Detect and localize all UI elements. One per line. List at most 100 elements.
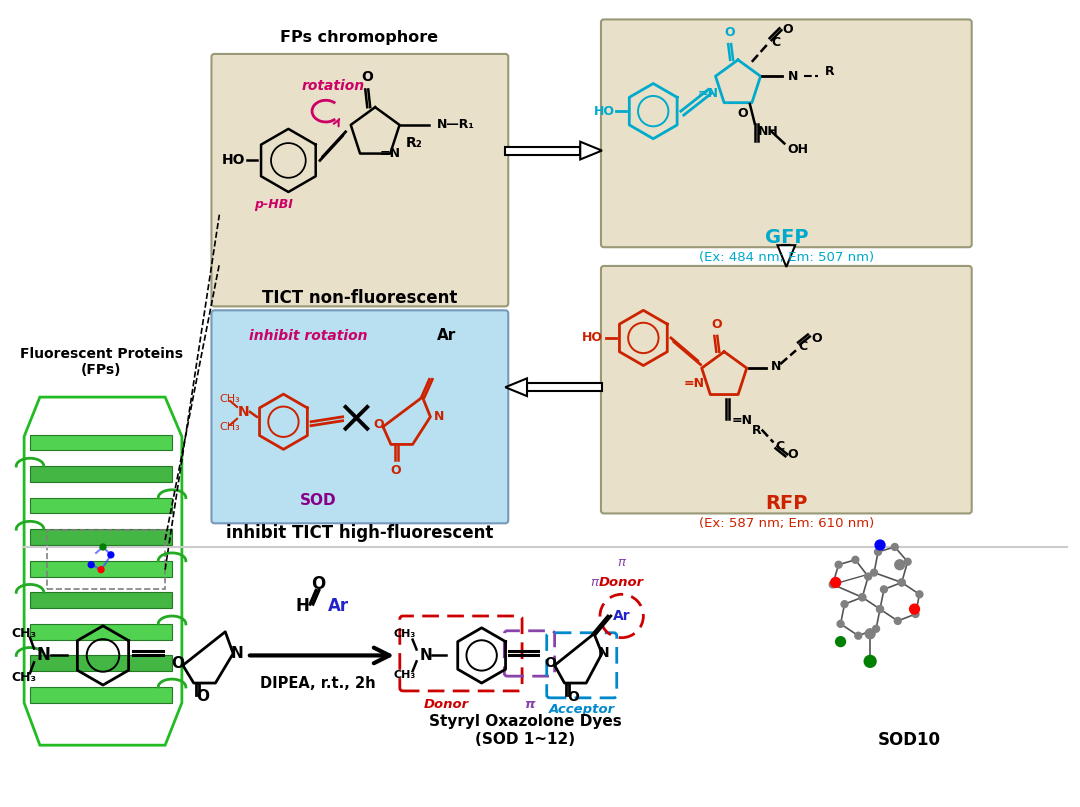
FancyBboxPatch shape xyxy=(600,19,972,247)
Text: π: π xyxy=(618,556,625,569)
Circle shape xyxy=(864,655,876,667)
Text: HO: HO xyxy=(593,105,615,118)
Text: R: R xyxy=(825,65,834,77)
Circle shape xyxy=(831,578,840,587)
Circle shape xyxy=(98,567,104,573)
Text: Acceptor: Acceptor xyxy=(549,703,616,716)
Text: CH₃: CH₃ xyxy=(220,422,241,432)
Bar xyxy=(46,530,165,589)
Polygon shape xyxy=(30,624,172,640)
Circle shape xyxy=(891,544,899,550)
Text: CH₃: CH₃ xyxy=(12,671,37,684)
Text: CH₃: CH₃ xyxy=(220,394,241,404)
Circle shape xyxy=(904,558,912,565)
Text: HO: HO xyxy=(582,332,603,345)
Circle shape xyxy=(836,637,846,646)
Polygon shape xyxy=(505,378,527,396)
Text: O: O xyxy=(362,69,374,83)
Text: (Ex: 484 nm; Em: 507 nm): (Ex: 484 nm; Em: 507 nm) xyxy=(699,250,874,264)
Text: H: H xyxy=(295,597,309,615)
Circle shape xyxy=(895,560,905,570)
Polygon shape xyxy=(30,434,172,450)
Circle shape xyxy=(877,605,883,613)
Polygon shape xyxy=(30,592,172,608)
Text: Ar: Ar xyxy=(436,328,456,344)
Text: Ar: Ar xyxy=(612,609,631,623)
Text: Ar: Ar xyxy=(328,597,349,615)
Text: O: O xyxy=(172,656,185,671)
Circle shape xyxy=(865,573,872,580)
Circle shape xyxy=(880,586,888,593)
Text: GFP: GFP xyxy=(765,228,808,247)
Text: R: R xyxy=(752,424,761,437)
Text: C: C xyxy=(775,440,784,453)
FancyBboxPatch shape xyxy=(212,54,509,307)
Polygon shape xyxy=(30,498,172,513)
FancyBboxPatch shape xyxy=(212,311,509,523)
Circle shape xyxy=(835,562,842,568)
Circle shape xyxy=(855,632,862,639)
Circle shape xyxy=(841,600,848,608)
Circle shape xyxy=(873,625,879,632)
Text: inhibit TICT high-fluorescent: inhibit TICT high-fluorescent xyxy=(226,525,494,542)
Circle shape xyxy=(894,617,901,625)
Text: N: N xyxy=(239,405,249,419)
Text: O: O xyxy=(782,23,793,36)
Text: CH₃: CH₃ xyxy=(393,670,416,680)
Text: O: O xyxy=(812,332,823,345)
Circle shape xyxy=(916,591,923,598)
Bar xyxy=(527,383,602,391)
Circle shape xyxy=(870,569,878,576)
Polygon shape xyxy=(30,529,172,545)
Circle shape xyxy=(829,581,836,587)
Circle shape xyxy=(859,594,866,600)
Text: OH: OH xyxy=(787,143,808,156)
Text: FPs chromophore: FPs chromophore xyxy=(281,30,438,44)
Text: DIPEA, r.t., 2h: DIPEA, r.t., 2h xyxy=(260,675,376,691)
Text: O: O xyxy=(391,464,401,477)
Text: CH₃: CH₃ xyxy=(12,627,37,640)
Circle shape xyxy=(875,540,885,550)
Polygon shape xyxy=(778,245,795,267)
Bar xyxy=(505,147,580,154)
Circle shape xyxy=(899,579,905,586)
Text: =N: =N xyxy=(380,147,401,160)
Text: SOD: SOD xyxy=(299,493,336,508)
Bar xyxy=(782,245,791,247)
Circle shape xyxy=(859,594,866,600)
Text: TICT non-fluorescent: TICT non-fluorescent xyxy=(261,290,457,307)
Text: (Ex: 587 nm; Em: 610 nm): (Ex: 587 nm; Em: 610 nm) xyxy=(699,516,874,530)
Circle shape xyxy=(837,621,843,627)
Text: O: O xyxy=(787,448,798,461)
Text: C: C xyxy=(771,36,781,48)
Circle shape xyxy=(100,544,106,550)
Circle shape xyxy=(912,611,919,617)
Text: π: π xyxy=(524,698,535,711)
Text: NH: NH xyxy=(758,125,779,138)
Text: π: π xyxy=(590,576,598,589)
Text: N: N xyxy=(37,646,51,664)
Text: R₂: R₂ xyxy=(406,136,422,149)
FancyBboxPatch shape xyxy=(600,266,972,513)
Text: O: O xyxy=(544,656,556,671)
Text: inhibit rotation: inhibit rotation xyxy=(248,329,367,343)
Circle shape xyxy=(89,562,94,567)
Text: Donor: Donor xyxy=(423,698,469,711)
Text: O: O xyxy=(197,689,210,705)
Text: O: O xyxy=(711,318,721,331)
Text: O: O xyxy=(738,107,747,120)
Text: =N: =N xyxy=(732,414,753,427)
Polygon shape xyxy=(30,687,172,703)
Text: N: N xyxy=(434,410,445,424)
Text: rotation: rotation xyxy=(301,79,364,94)
Text: Fluorescent Proteins
(FPs): Fluorescent Proteins (FPs) xyxy=(19,347,183,378)
Text: Donor: Donor xyxy=(599,576,645,589)
Text: N: N xyxy=(770,360,781,373)
Polygon shape xyxy=(30,561,172,576)
Text: Styryl Oxazolone Dyes
(SOD 1~12): Styryl Oxazolone Dyes (SOD 1~12) xyxy=(429,714,621,746)
Text: N: N xyxy=(231,646,243,661)
Text: RFP: RFP xyxy=(765,494,808,513)
Text: O: O xyxy=(374,418,384,431)
Circle shape xyxy=(899,579,905,586)
Text: =N: =N xyxy=(684,377,704,390)
